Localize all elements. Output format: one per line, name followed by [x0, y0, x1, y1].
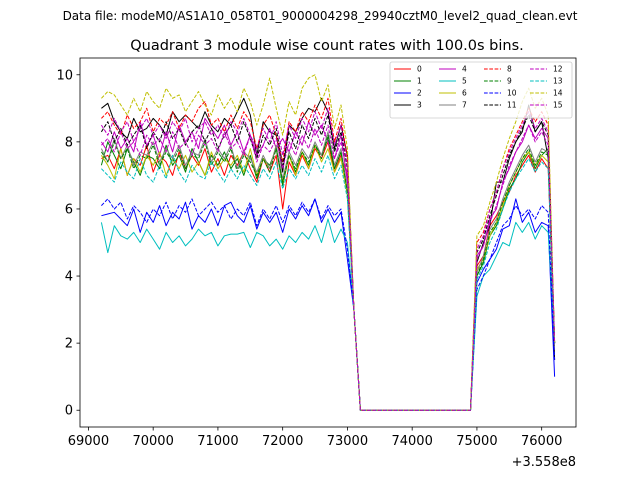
x-tick-label: 72000: [262, 434, 303, 449]
series-line-9: [100, 134, 556, 411]
legend-label-11: 11: [507, 101, 517, 110]
series-line-5: [100, 218, 556, 411]
series-line-10: [101, 198, 556, 411]
series-line-2: [101, 198, 556, 411]
legend-label-1: 1: [417, 77, 422, 86]
series-line-7: [100, 131, 556, 411]
series-line-8: [101, 97, 556, 411]
legend-label-7: 7: [462, 101, 467, 110]
y-axis: 0 2 4 6 8 10: [56, 68, 80, 419]
series-lines: [100, 74, 556, 411]
x-tick-label: 73000: [327, 434, 368, 449]
legend-label-3: 3: [417, 101, 422, 110]
y-tick-label: 0: [65, 404, 73, 419]
series-line-3: [101, 97, 556, 411]
y-tick-label: 6: [65, 202, 73, 217]
y-tick-label: 2: [65, 337, 73, 352]
legend-label-10: 10: [507, 89, 517, 98]
series-line-15: [101, 124, 556, 411]
x-tick-label: 74000: [391, 434, 432, 449]
legend-label-2: 2: [417, 89, 422, 98]
x-tick-label: 71000: [197, 434, 238, 449]
legend-label-6: 6: [462, 89, 467, 98]
x-tick-label: 70000: [132, 434, 173, 449]
legend-label-9: 9: [507, 77, 512, 86]
series-line-14: [101, 74, 556, 411]
series-line-11: [100, 114, 556, 411]
chart-title: Quadrant 3 module wise count rates with …: [130, 38, 524, 54]
x-offset-label: +3.558e8: [512, 455, 576, 470]
legend-box: [389, 61, 573, 119]
chart-suptitle: Data file: modeM0/AS1A10_058T01_90000042…: [63, 9, 578, 23]
y-tick-label: 4: [65, 270, 73, 285]
axes-frame: [79, 57, 577, 428]
x-tick-label: 76000: [521, 434, 562, 449]
legend-label-12: 12: [553, 65, 563, 74]
series-line-12: [100, 107, 556, 411]
legend-label-15: 15: [553, 101, 563, 110]
x-tick-label: 75000: [456, 434, 497, 449]
legend-label-14: 14: [553, 89, 563, 98]
y-tick-label: 10: [56, 68, 73, 83]
plot-area: 69000 70000 71000 72000 73000 74000 75000 76000…: [56, 57, 577, 470]
legend-label-4: 4: [462, 65, 467, 74]
x-tick-label: 69000: [68, 434, 109, 449]
legend-label-8: 8: [507, 65, 512, 74]
legend-label-0: 0: [417, 65, 422, 74]
series-line-1: [100, 138, 556, 411]
y-tick-label: 8: [65, 135, 73, 150]
legend-label-5: 5: [462, 77, 467, 86]
series-line-4: [100, 117, 556, 411]
x-axis: 69000 70000 71000 72000 73000 74000 75000 76000: [68, 427, 562, 449]
legend-label-13: 13: [553, 77, 563, 86]
